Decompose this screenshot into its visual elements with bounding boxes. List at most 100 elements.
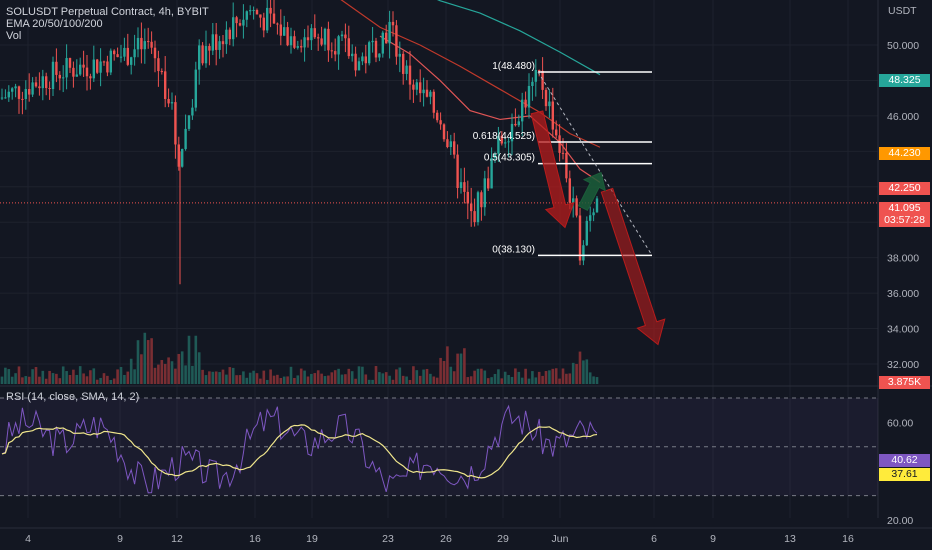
price-axis-tick: 46.000: [887, 111, 919, 123]
candle-body: [487, 178, 490, 189]
volume-bar: [391, 379, 395, 384]
time-axis-tick: 16: [842, 533, 854, 545]
volume-bar: [211, 371, 215, 384]
candle-body: [4, 97, 7, 99]
candle-body: [102, 61, 106, 63]
price-tag: 42.250: [879, 182, 930, 195]
candle-body: [504, 142, 507, 144]
time-axis-tick: 26: [440, 533, 452, 545]
candle-body: [327, 28, 330, 51]
vol-legend[interactable]: Vol: [6, 30, 22, 42]
candle-body: [368, 42, 371, 64]
candle-body: [181, 149, 184, 167]
candle-body: [191, 107, 194, 116]
rsi-legend[interactable]: RSI (14, close, SMA, 14, 2): [6, 391, 140, 403]
volume-bar: [262, 370, 266, 384]
volume-bar: [214, 371, 218, 384]
ema-legend[interactable]: EMA 20/50/100/200: [6, 18, 103, 30]
volume-bar: [184, 365, 187, 384]
fib-retracement[interactable]: 1(48.480) 0.618(44.525) 0.5(43.305) 0(38.13…: [473, 61, 653, 257]
symbol-title[interactable]: SOLUSDT Perpetual Contract, 4h, BYBIT: [6, 6, 209, 18]
volume-bar: [238, 375, 242, 384]
candle-body: [544, 89, 548, 107]
candle-body: [493, 153, 497, 159]
volume-bar: [82, 373, 85, 384]
price-axis-tick: 32.000: [887, 359, 919, 371]
volume-bar: [191, 365, 194, 384]
volume-bar: [187, 335, 191, 384]
candle-body: [531, 81, 534, 87]
volume-bar: [480, 368, 483, 384]
volume-bar: [350, 371, 354, 384]
volume-bar: [344, 374, 347, 384]
volume-bar: [279, 377, 283, 384]
candle-body: [378, 53, 381, 58]
time-axis[interactable]: 4 9 12 16 19 23 26 29 Jun 6 9 13 16: [0, 527, 932, 545]
candle-body: [402, 53, 405, 74]
volume-bar: [517, 371, 521, 384]
candle-body: [480, 192, 483, 208]
volume-bar: [306, 376, 310, 384]
candle-body: [466, 191, 469, 204]
volume-bar: [85, 376, 89, 384]
volume-bar: [371, 379, 374, 384]
volume-bar: [21, 377, 24, 384]
candle-body: [204, 46, 208, 64]
candle-body: [167, 98, 170, 104]
candle-body: [449, 141, 452, 147]
volume-bar: [27, 376, 31, 384]
candle-body: [249, 10, 252, 12]
candle-body: [235, 17, 238, 24]
candle-body: [28, 89, 31, 95]
volume-bar: [282, 376, 286, 384]
candle-body: [582, 245, 585, 261]
arrow-drawings[interactable]: [530, 110, 666, 346]
volume-bar: [582, 360, 585, 384]
volume-bar: [225, 374, 228, 384]
candle-body: [279, 24, 282, 36]
volume-bar: [153, 367, 157, 384]
volume-bar: [514, 368, 517, 384]
candle-body: [14, 86, 17, 89]
candle-body: [442, 124, 446, 140]
fib-level-label: 1(48.480): [492, 61, 535, 72]
volume-bar: [218, 372, 221, 384]
volume-bar: [401, 375, 405, 384]
candle-body: [317, 37, 320, 39]
volume-bar: [459, 353, 463, 384]
volume-bar: [286, 376, 289, 384]
price-tag: 3.875K: [879, 376, 930, 389]
volume-bar: [507, 375, 510, 384]
candle-body: [92, 59, 95, 79]
volume-bar: [575, 363, 578, 384]
candles: [0, 0, 599, 285]
volume-bar: [10, 376, 14, 384]
volume-bar: [58, 378, 62, 384]
volume-bar: [160, 360, 164, 384]
candle-body: [578, 215, 582, 261]
ema-line-green: [436, 0, 601, 76]
candle-body: [548, 101, 551, 107]
candle-body: [62, 77, 65, 79]
candle-body: [572, 198, 575, 203]
candle-body: [558, 135, 561, 153]
volume-bar: [245, 377, 249, 384]
volume-bar: [571, 362, 575, 384]
candle-body: [303, 37, 306, 48]
candle-body: [483, 178, 486, 208]
candle-body: [470, 203, 473, 212]
candle-body: [170, 102, 174, 104]
volume-bar: [72, 369, 75, 384]
candle-body: [398, 53, 401, 57]
volume-bar: [558, 378, 561, 384]
candle-body: [429, 91, 432, 97]
candle-body: [453, 141, 456, 155]
rsi-line: [1, 404, 598, 494]
volume-bar: [272, 375, 276, 384]
candle-body: [456, 154, 459, 188]
volume-bar: [452, 371, 456, 384]
candle-body: [232, 17, 235, 40]
candle-body: [160, 71, 163, 73]
